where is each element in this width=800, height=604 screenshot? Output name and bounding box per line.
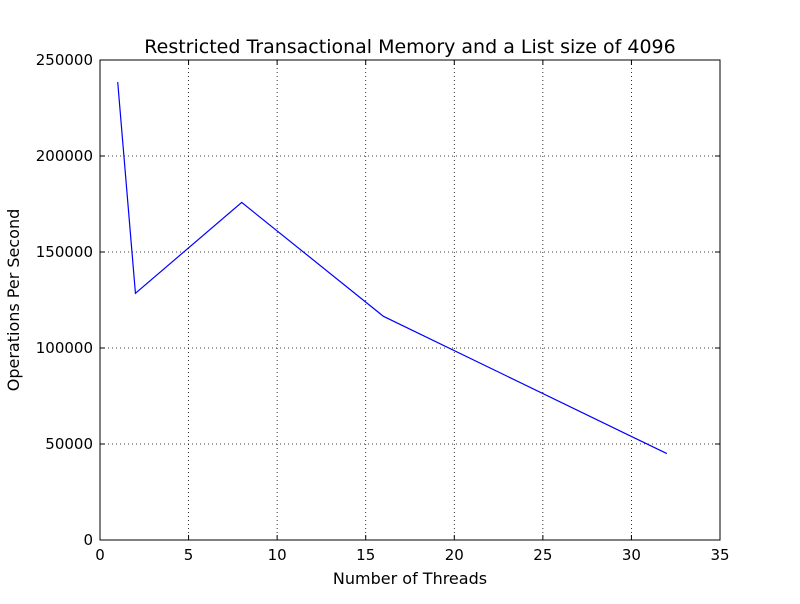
x-tick-label: 35 xyxy=(710,546,729,564)
x-axis-label: Number of Threads xyxy=(333,569,487,588)
series-layer xyxy=(117,82,668,455)
y-tick-label: 150000 xyxy=(36,243,93,261)
x-tick-label: 10 xyxy=(268,546,287,564)
x-tick-label: 30 xyxy=(622,546,641,564)
x-tick-label: 20 xyxy=(445,546,464,564)
y-axis-label: Operations Per Second xyxy=(4,209,23,392)
y-tick-label: 50000 xyxy=(45,435,93,453)
x-tick-label: 5 xyxy=(184,546,194,564)
grid-layer xyxy=(100,60,720,540)
x-tick-label: 25 xyxy=(533,546,552,564)
chart-title: Restricted Transactional Memory and a Li… xyxy=(144,36,675,58)
y-tick-label: 0 xyxy=(83,531,93,549)
label-layer: Restricted Transactional Memory and a Li… xyxy=(4,36,676,588)
x-tick-label: 0 xyxy=(95,546,105,564)
x-tick-label: 15 xyxy=(356,546,375,564)
tick-layer: 0 5 10 15 20 25 30 35 0 50000 100000 150000 200000 25… xyxy=(36,51,730,564)
plot-frame xyxy=(99,59,721,541)
series-line xyxy=(117,82,668,455)
y-tick-label: 100000 xyxy=(36,339,93,357)
y-tick-label: 250000 xyxy=(36,51,93,69)
y-tick-label: 200000 xyxy=(36,147,93,165)
